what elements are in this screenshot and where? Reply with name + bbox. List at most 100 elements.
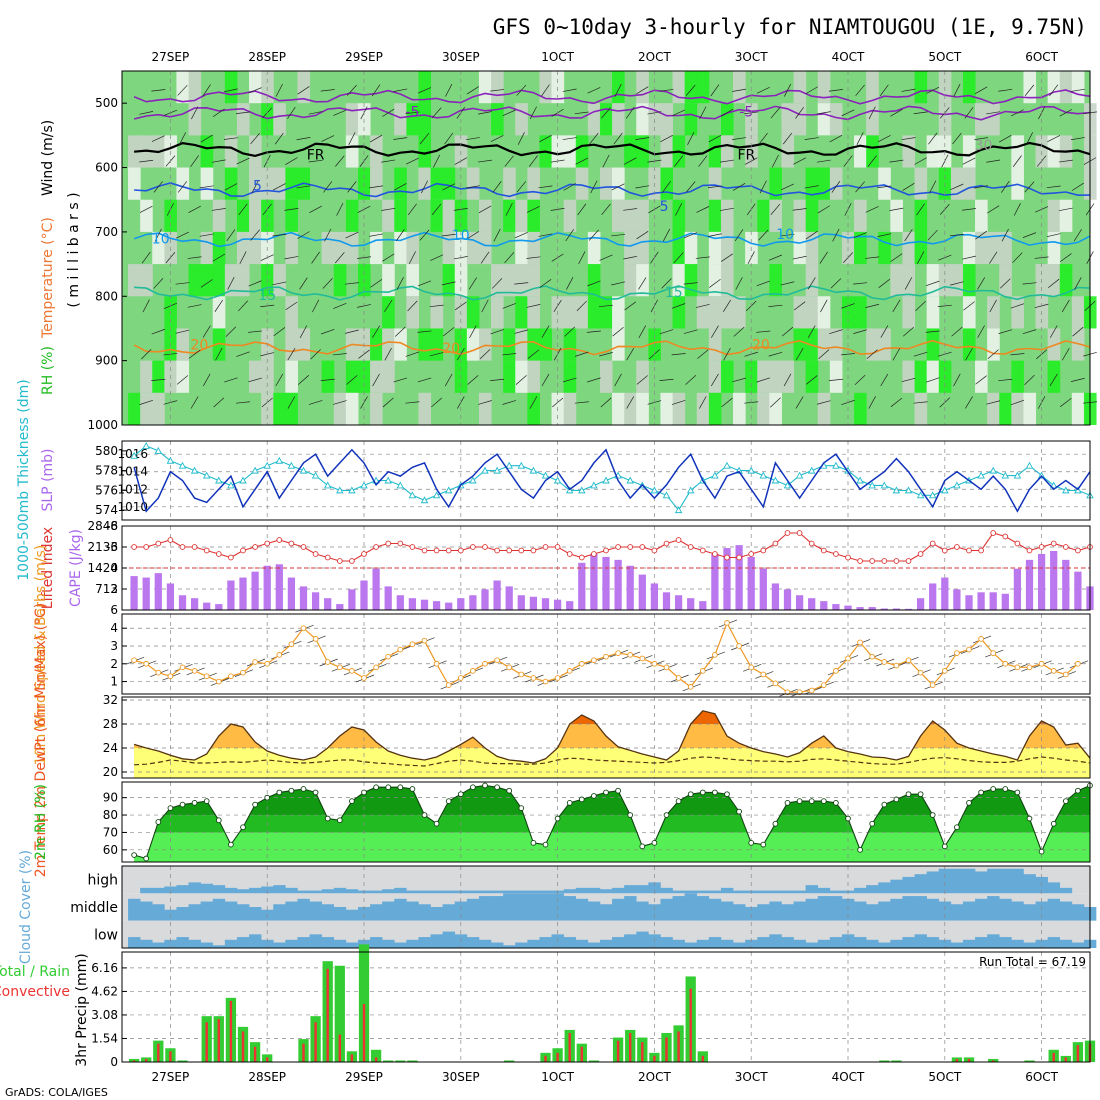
cloud-low-bar [745,939,758,948]
cloud-low-bar [781,937,794,948]
lifted-index-line-point [1050,540,1057,547]
contour-label: FR [307,148,325,164]
rh-cell [394,328,407,361]
cape-bar [687,598,695,610]
wind-barb [227,277,235,290]
wind-barb [141,251,151,264]
cloud-middle-bar [684,893,698,921]
wind-barb [588,229,599,241]
wind-barb [662,180,671,193]
rh-cell [1059,199,1073,232]
cape-bar [614,559,622,610]
rh-cell [1047,71,1061,104]
rh-cell [902,360,916,393]
lifted-index-line-point [651,547,658,554]
wind-barb [188,205,201,213]
cloud-middle-bar [890,898,903,921]
wind-barb [828,378,843,382]
x-tick-label-top: 27SEP [152,50,190,64]
cape-bar [566,601,574,610]
wind-barb [659,89,674,92]
rh-cell [950,264,964,297]
cape-bar [251,571,259,610]
thickness-line-point [130,451,138,459]
wind-barb [575,351,589,357]
x-tick-label-top: 4OCT [832,50,865,64]
rh-cell [708,231,722,265]
rh-cell [696,296,710,329]
y-tick-label: 24 [103,741,118,755]
rh-cell [672,392,686,425]
cloud-middle-bar [249,907,262,921]
wind-barb [578,251,586,265]
wind10-speed-line-point [566,668,573,674]
wind-barb [950,183,964,191]
wind10-speed-line-point [397,646,404,653]
rh-cell [249,135,262,168]
wind-barb [334,252,345,264]
rh-cell [442,167,456,200]
wind-barb [962,208,976,211]
wind-barb [200,134,213,143]
lifted-index-line-point [966,547,972,554]
rh-cell [503,167,516,200]
right-axis-label: 1014 [117,465,148,479]
wind-barb [322,278,333,289]
rh-cell [345,103,359,136]
wind-barb [236,111,250,114]
wind-barb [877,185,892,189]
wind-barb [466,231,480,240]
x-tick-label-top: 30SEP [442,50,480,64]
isotherm-15 [134,285,1091,301]
thickness-line-point [336,486,344,494]
rh-cell [866,328,879,361]
wind-barb [877,233,892,237]
wind-barb [566,277,574,290]
wind-barb [517,132,525,145]
wind10-speed-line-point [1038,660,1045,667]
cloud-low-bar [478,939,492,948]
rh-cell [829,328,843,361]
rh-cell [478,392,492,425]
rh-cell [430,328,444,361]
cloud-low-bar [1011,939,1024,948]
y-tick-label: 32 [103,693,118,707]
lifted-index-line-point [808,540,815,547]
cape-bar [130,576,138,610]
rh-cell [612,103,625,136]
rh-cell [406,264,419,297]
isotherm-minus10 [133,89,1091,105]
precip-conv-bar [302,1043,305,1062]
rh2m-line-point [954,824,960,831]
cloud-low-bar [491,942,504,948]
cloud-middle-bar [950,904,964,921]
rh-cell [1047,264,1061,297]
lifted-index-line-point [663,540,670,547]
cloud-middle-bar [624,896,637,921]
y-tick-label: 580 [95,444,118,458]
temp2m-axis-label: 2m Temp 2m DewPt (6hr Min/Max) (°C) [33,603,49,878]
wind10-speed-line-point [748,664,755,671]
wind-barb [1049,325,1058,338]
rh-cell [140,264,153,297]
wind-barb [989,299,997,313]
rh-cell [696,71,710,104]
cape-bar [820,601,828,610]
wind-barb [853,329,867,334]
wind-barb [478,159,492,163]
wind10-speed-line-point [966,646,972,653]
cape-bar [457,598,465,610]
wind10-speed-line-point [203,673,210,680]
wind10-speed-line-point [349,668,355,674]
wind-barb [345,231,359,239]
wind-barb [287,396,296,409]
rh-cell [926,328,940,361]
lifted-index-line-point [1075,547,1081,554]
wind-barb [636,86,649,95]
wind-barb [816,111,831,115]
x-tick-label-bottom: 4OCT [832,1070,865,1084]
cloud-high-bar [236,889,250,894]
thickness-line-point [202,471,211,479]
rh2m-line-point [433,820,440,827]
cloud-middle-bar [345,909,359,921]
